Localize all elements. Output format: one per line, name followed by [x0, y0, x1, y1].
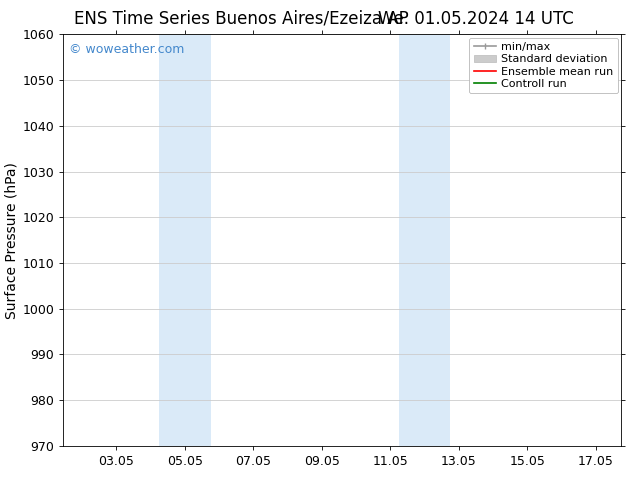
Text: We. 01.05.2024 14 UTC: We. 01.05.2024 14 UTC [378, 10, 573, 28]
Bar [399, 34, 450, 446]
Text: © woweather.com: © woweather.com [69, 43, 184, 55]
Text: ENS Time Series Buenos Aires/Ezeiza AP: ENS Time Series Buenos Aires/Ezeiza AP [74, 10, 408, 28]
Legend: min/max, Standard deviation, Ensemble mean run, Controll run: min/max, Standard deviation, Ensemble me… [469, 38, 618, 93]
Y-axis label: Surface Pressure (hPa): Surface Pressure (hPa) [4, 162, 18, 318]
Bar [159, 34, 210, 446]
